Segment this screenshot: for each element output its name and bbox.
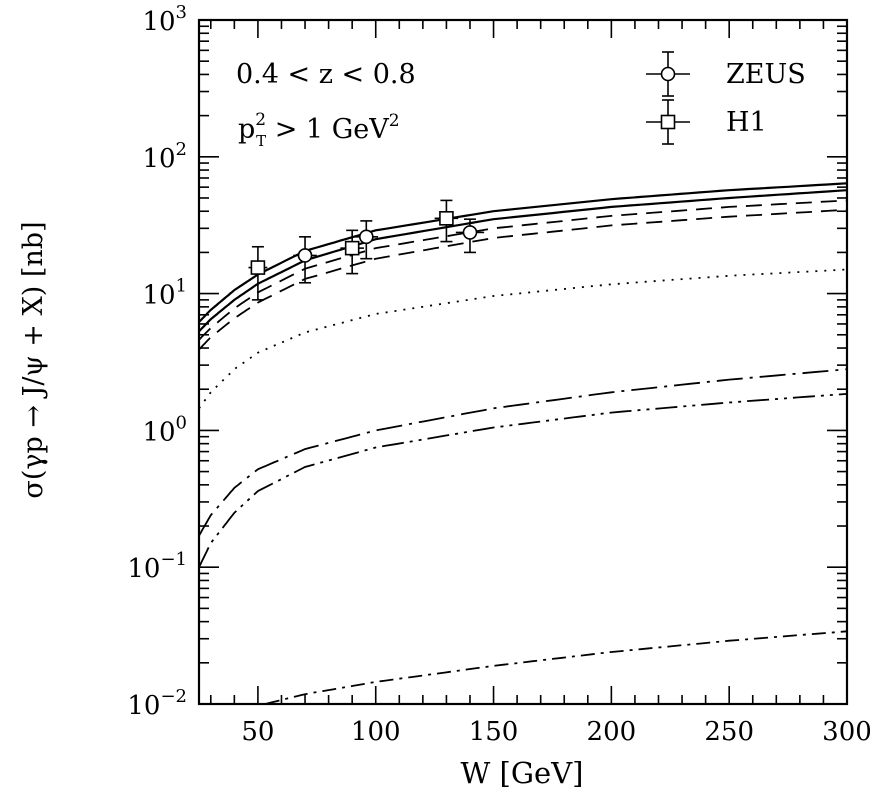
zeus-data-point: [359, 229, 374, 245]
curves: [198, 182, 848, 705]
x-tick-label: 100: [351, 717, 401, 747]
x-tick-label: 300: [822, 717, 872, 747]
pt-cut-annotation: p2 T > 1 GeV2: [238, 110, 400, 150]
pt-subscript: T: [256, 132, 266, 150]
y-tick-label: 102: [142, 139, 187, 174]
curve-dashdotdot-6: [198, 393, 848, 568]
x-tick-label: 250: [704, 717, 754, 747]
axes-frame: [197, 18, 849, 706]
zeus-data-point: [462, 225, 478, 240]
y-tick-label: 10−1: [127, 549, 187, 584]
pt-unit-exponent: 2: [389, 111, 400, 131]
y-tick-base: 10: [142, 7, 175, 37]
plot-frame: [197, 18, 849, 706]
y-tick-exponent: 1: [176, 276, 187, 297]
pt-cut-text: > 1 GeV: [266, 114, 389, 145]
zeus-data-point: [297, 248, 313, 263]
curve-dashed-2: [198, 199, 848, 341]
legend-marker-h1: [660, 114, 676, 130]
legend: ZEUS H1: [646, 51, 806, 145]
y-tick-base: 10: [127, 691, 160, 721]
x-tick-label: 150: [469, 717, 519, 747]
y-tick-label: 101: [142, 276, 187, 311]
y-tick-exponent: 0: [176, 412, 187, 433]
y-tick-base: 10: [142, 144, 175, 174]
y-tick-exponent: −1: [160, 549, 187, 570]
curve-solid-0: [198, 182, 848, 323]
y-tick-base: 10: [142, 281, 175, 311]
pt-exponent: 2: [255, 110, 266, 130]
y-tick-base: 10: [127, 554, 160, 584]
y-tick-label: 103: [142, 2, 187, 37]
y-tick-label: 100: [142, 412, 187, 447]
legend-marker-zeus: [660, 66, 676, 82]
pt-symbol: p: [238, 114, 255, 145]
h1-data-point: [344, 240, 360, 256]
y-axis-label: σ(γp → J/ψ + X) [nb]: [18, 221, 49, 498]
legend-label-zeus: ZEUS: [726, 59, 806, 90]
x-tick-label: 200: [587, 717, 637, 747]
z-range-annotation: 0.4 < z < 0.8: [236, 59, 416, 90]
y-tick-exponent: 3: [176, 2, 187, 23]
curve-solid-1: [198, 189, 848, 333]
h1-data-point: [439, 211, 454, 226]
data-points: [248, 199, 485, 301]
curve-dashdot-7: [265, 630, 848, 705]
x-tick-label: 50: [241, 717, 274, 747]
x-axis-label: W [GeV]: [461, 756, 584, 790]
curve-dotted-4: [198, 268, 848, 409]
y-tick-exponent: 2: [176, 139, 187, 160]
y-tick-exponent: −2: [160, 686, 187, 707]
y-tick-base: 10: [142, 417, 175, 447]
h1-data-point: [250, 260, 266, 275]
y-tick-label: 10−2: [127, 686, 187, 721]
legend-label-h1: H1: [726, 107, 767, 138]
curve-dashed-3: [198, 208, 848, 351]
curve-dashdot-long-5: [198, 368, 848, 537]
